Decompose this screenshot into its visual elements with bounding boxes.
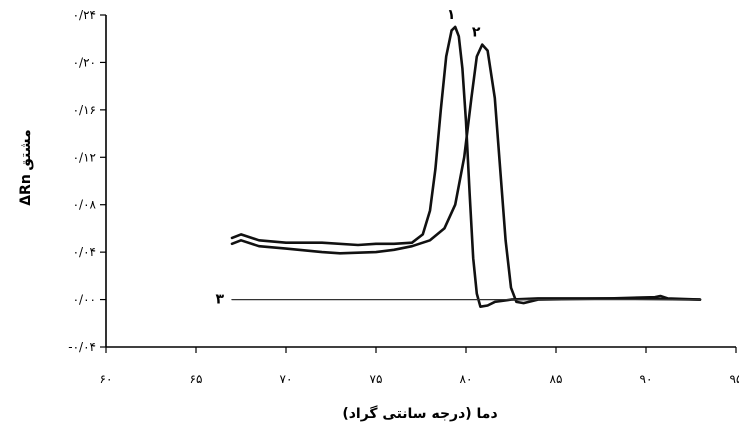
x-tick-label: ۷۰	[280, 372, 293, 386]
series-line-1	[230, 25, 702, 308]
series-label-1: ۱	[447, 7, 456, 23]
y-tick-label: ۰/۱۶	[73, 103, 96, 117]
x-tick-label: ۷۵	[370, 372, 383, 386]
y-tick-label: ۰/۰۸	[73, 198, 97, 212]
x-tick-label: ۶۰	[100, 372, 113, 386]
y-axis-ticks: -۰/۰۴ ۰/۰۰ ۰/۰۴ ۰/۰۸ ۰/۱۲ ۰/۱۶ ۰/۲۰ ۰/۲۴	[68, 8, 106, 354]
x-tick-label: ۶۵	[190, 372, 203, 386]
x-axis-ticks: ۶۰ ۶۵ ۷۰ ۷۵ ۸۰ ۸۵ ۹۰ ۹۵	[100, 347, 739, 386]
y-axis-title-main: ΔRn	[18, 174, 34, 206]
y-tick-label: ۰/۰۰	[73, 293, 96, 307]
y-tick-label: ۰/۲۰	[73, 55, 96, 69]
y-axis-title-sub: مشتق	[18, 129, 34, 170]
y-tick-label: -۰/۰۴	[68, 340, 96, 354]
x-tick-label: ۹۰	[640, 372, 653, 386]
series-line-2	[230, 43, 702, 305]
series-label-3: ۳	[215, 292, 224, 308]
y-tick-label: ۰/۱۲	[73, 150, 96, 164]
x-tick-label: ۹۵	[730, 372, 739, 386]
data-series: ۱۲ ۳	[215, 7, 702, 308]
x-tick-label: ۸۰	[460, 372, 473, 386]
x-tick-label: ۸۵	[550, 372, 563, 386]
y-tick-label: ۰/۲۴	[73, 8, 96, 22]
y-tick-label: ۰/۰۴	[73, 245, 96, 259]
series-label-2: ۲	[472, 25, 481, 41]
x-axis-title: دما (درجه سانتی گراد)	[342, 405, 497, 422]
